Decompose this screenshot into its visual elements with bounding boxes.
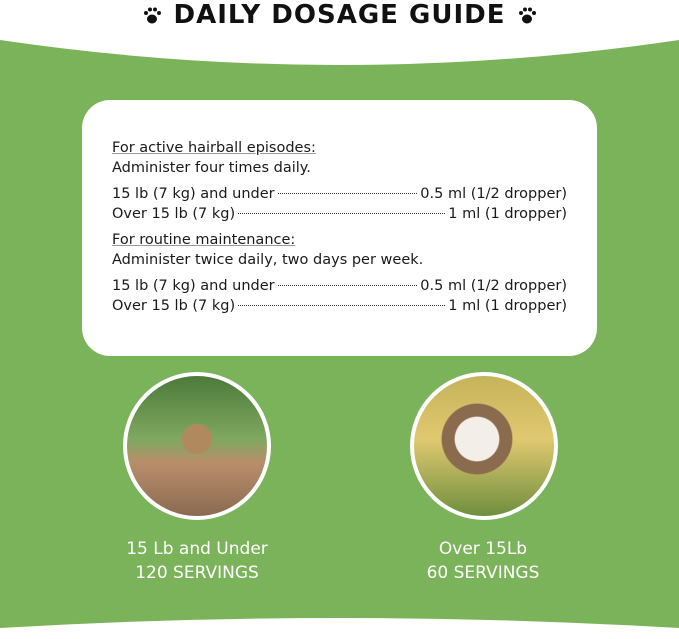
section-instruction: Administer four times daily. (112, 160, 311, 176)
section-active: For active hairball episodes: Administer… (112, 138, 567, 224)
weight: Over 15 lb (7 kg) (112, 206, 236, 222)
weight: 15 lb (7 kg) and under (112, 186, 275, 202)
section-heading: For active hairball episodes: (112, 140, 316, 156)
paw-icon (143, 7, 161, 23)
weight: Over 15 lb (7 kg) (112, 298, 236, 314)
caption-servings: 120 SERVINGS (135, 563, 259, 583)
caption-servings: 60 SERVINGS (426, 563, 540, 583)
dose: 1 ml (1 dropper) (448, 206, 567, 222)
title-text: DAILY DOSAGE GUIDE (173, 0, 506, 30)
dose: 1 ml (1 dropper) (448, 298, 567, 314)
section-maintenance: For routine maintenance: Administer twic… (112, 230, 567, 316)
paw-icon (519, 7, 537, 23)
caption-weight: 15 Lb and Under (126, 539, 268, 559)
dosage-row: Over 15 lb (7 kg) 1 ml (1 dropper) (112, 204, 567, 224)
caption-weight: Over 15Lb (438, 539, 528, 559)
page-title: DAILY DOSAGE GUIDE (0, 0, 679, 30)
weight: 15 lb (7 kg) and under (112, 278, 275, 294)
dot-leader (277, 285, 418, 286)
section-instruction: Administer twice daily, two days per wee… (112, 252, 424, 268)
dot-leader (277, 193, 418, 194)
large-cat-caption: Over 15Lb 60 SERVINGS (373, 537, 593, 585)
section-heading: For routine maintenance: (112, 232, 296, 248)
dosage-row: 15 lb (7 kg) and under 0.5 ml (1/2 droppe… (112, 184, 567, 204)
dosage-row: Over 15 lb (7 kg) 1 ml (1 dropper) (112, 296, 567, 316)
adult-cat-photo (410, 372, 558, 520)
dose: 0.5 ml (1/2 dropper) (420, 186, 567, 202)
top-banner (0, 0, 679, 65)
dot-leader (238, 213, 446, 214)
kitten-photo (123, 372, 271, 520)
small-cat-caption: 15 Lb and Under 120 SERVINGS (87, 537, 307, 585)
dosage-card: For active hairball episodes: Administer… (82, 100, 597, 356)
dosage-row: 15 lb (7 kg) and under 0.5 ml (1/2 droppe… (112, 276, 567, 296)
dot-leader (238, 305, 446, 306)
dose: 0.5 ml (1/2 dropper) (420, 278, 567, 294)
bottom-wave (0, 618, 679, 639)
